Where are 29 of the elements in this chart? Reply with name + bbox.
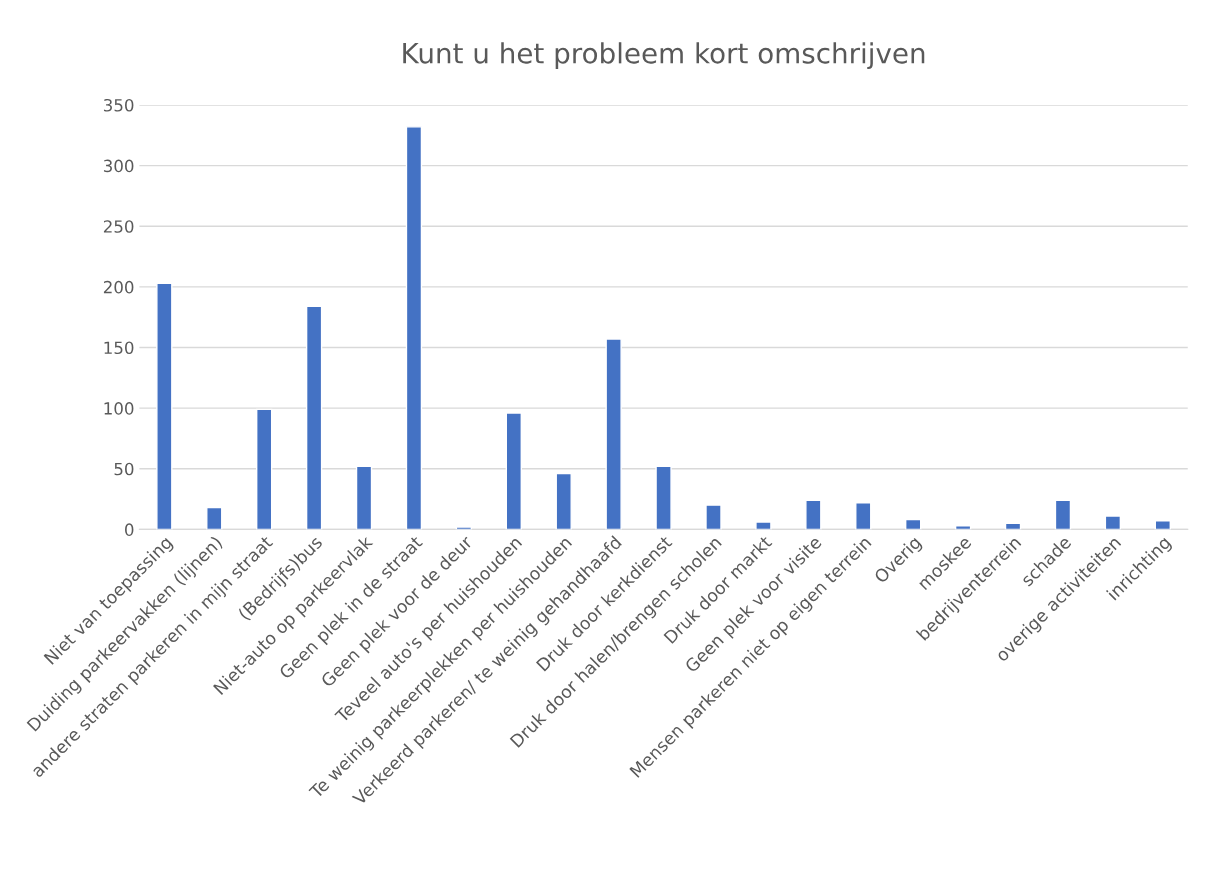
bar bbox=[1104, 515, 1122, 530]
y-tick-label: 200 bbox=[103, 280, 134, 294]
chart-title: Kunt u het probleem kort omschrijven bbox=[403, 42, 925, 70]
bar bbox=[655, 465, 672, 530]
bar bbox=[505, 412, 522, 530]
bar bbox=[405, 126, 423, 530]
y-tick-label: 100 bbox=[104, 402, 134, 415]
bar bbox=[156, 282, 173, 530]
bar bbox=[455, 526, 473, 530]
y-tick-label: 50 bbox=[114, 462, 134, 476]
bar bbox=[605, 338, 622, 530]
bar bbox=[256, 408, 273, 530]
bar bbox=[555, 472, 572, 530]
bar bbox=[954, 525, 972, 530]
bar bbox=[855, 502, 872, 530]
bar bbox=[805, 499, 822, 530]
y-tick-label: 300 bbox=[103, 159, 134, 173]
bar bbox=[206, 506, 223, 530]
bar bbox=[1154, 520, 1171, 530]
bar bbox=[905, 518, 922, 530]
bar bbox=[1054, 499, 1072, 530]
y-tick-label: 350 bbox=[103, 98, 134, 112]
y-tick-label: 0 bbox=[125, 523, 134, 536]
bar bbox=[755, 521, 772, 530]
bar bbox=[305, 305, 323, 530]
y-tick-label: 150 bbox=[104, 341, 134, 355]
bar bbox=[355, 465, 373, 530]
y-tick-label: 250 bbox=[103, 220, 134, 233]
bar bbox=[705, 504, 722, 530]
